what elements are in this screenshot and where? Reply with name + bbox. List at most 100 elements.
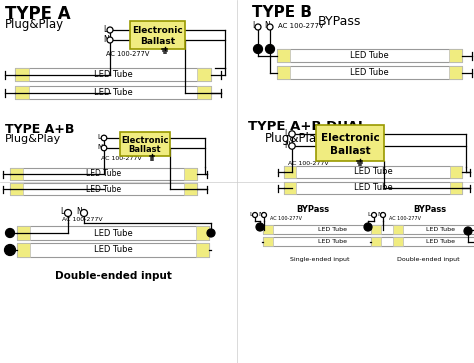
Bar — [196, 243, 209, 257]
Bar — [17, 226, 209, 240]
Circle shape — [289, 131, 295, 137]
Bar — [10, 183, 197, 195]
Text: AC 100-277V: AC 100-277V — [288, 161, 328, 166]
Text: N: N — [103, 34, 109, 44]
Text: TYPE B: TYPE B — [252, 5, 312, 20]
Bar — [130, 21, 185, 49]
Bar — [284, 166, 296, 178]
Bar — [184, 183, 197, 195]
Text: LED Tube: LED Tube — [354, 167, 392, 176]
Bar — [393, 225, 403, 234]
Text: L: L — [60, 207, 64, 216]
Circle shape — [364, 223, 372, 231]
Bar — [15, 86, 211, 99]
Text: TYPE A+B DUAL: TYPE A+B DUAL — [248, 120, 366, 133]
Bar — [449, 66, 462, 79]
Circle shape — [464, 227, 472, 235]
Bar — [10, 183, 23, 195]
Bar — [284, 182, 296, 194]
Text: BYPass: BYPass — [296, 205, 329, 214]
Bar — [10, 168, 197, 180]
Text: Ballast: Ballast — [140, 37, 175, 46]
Bar — [449, 166, 462, 178]
Text: LED Tube: LED Tube — [86, 170, 121, 179]
Text: Electronic: Electronic — [121, 136, 169, 145]
Text: LED Tube: LED Tube — [427, 239, 456, 244]
Bar — [263, 225, 403, 234]
Text: N: N — [97, 144, 102, 150]
Circle shape — [107, 27, 113, 33]
Bar — [17, 226, 30, 240]
Bar — [263, 237, 273, 246]
Bar — [17, 243, 209, 257]
Bar — [15, 68, 29, 81]
Bar — [197, 86, 211, 99]
Bar — [277, 49, 462, 62]
Text: LED Tube: LED Tube — [354, 184, 392, 192]
Text: Plug&Play: Plug&Play — [265, 132, 324, 145]
Bar — [371, 225, 381, 234]
Text: Electronic: Electronic — [320, 132, 379, 143]
Circle shape — [267, 24, 273, 30]
Bar — [449, 49, 462, 62]
Text: Double-ended input: Double-ended input — [55, 271, 172, 281]
Text: Double-ended input: Double-ended input — [397, 257, 459, 262]
Text: AC 100-277V: AC 100-277V — [270, 216, 302, 221]
Bar — [10, 168, 23, 180]
Bar — [263, 225, 273, 234]
Circle shape — [254, 45, 263, 53]
Text: AC 100-277V: AC 100-277V — [62, 217, 103, 222]
Text: TYPE A: TYPE A — [5, 5, 71, 23]
Bar — [15, 68, 211, 81]
Circle shape — [262, 212, 266, 217]
Text: N: N — [76, 207, 82, 216]
Circle shape — [81, 209, 88, 216]
Text: Ballast: Ballast — [128, 145, 161, 154]
Text: TYPE A+B: TYPE A+B — [5, 123, 74, 136]
Text: AC 100-277V: AC 100-277V — [106, 51, 149, 57]
Text: L: L — [284, 129, 288, 138]
Text: LED Tube: LED Tube — [86, 184, 121, 193]
Text: LED Tube: LED Tube — [319, 239, 347, 244]
Bar — [284, 166, 462, 178]
Circle shape — [107, 37, 113, 43]
Bar — [17, 243, 30, 257]
Text: LED Tube: LED Tube — [94, 245, 132, 254]
Circle shape — [64, 209, 72, 216]
Text: Electronic: Electronic — [132, 26, 183, 35]
Bar — [371, 225, 474, 234]
Text: BYPass: BYPass — [318, 15, 361, 28]
Circle shape — [207, 229, 215, 237]
Bar — [284, 182, 462, 194]
Circle shape — [289, 143, 295, 149]
Circle shape — [256, 223, 264, 231]
Text: AC 100-277V: AC 100-277V — [389, 216, 421, 221]
Bar — [263, 237, 403, 246]
Text: BYPass: BYPass — [413, 205, 446, 214]
Bar — [277, 49, 290, 62]
Circle shape — [255, 24, 261, 30]
Text: AC 100-277V: AC 100-277V — [101, 156, 142, 161]
Text: LED Tube: LED Tube — [94, 70, 132, 79]
Text: LED Tube: LED Tube — [319, 227, 347, 232]
Text: Ballast: Ballast — [330, 146, 370, 156]
Text: LED Tube: LED Tube — [427, 227, 456, 232]
Circle shape — [6, 228, 15, 237]
Text: LED Tube: LED Tube — [94, 228, 132, 237]
Text: Single-ended input: Single-ended input — [290, 257, 350, 262]
Text: L: L — [103, 24, 107, 33]
Text: L: L — [367, 212, 371, 216]
Bar — [371, 237, 381, 246]
Bar — [393, 237, 403, 246]
Bar — [371, 237, 474, 246]
Text: LED Tube: LED Tube — [94, 88, 132, 97]
Text: Plug&Play: Plug&Play — [5, 134, 61, 144]
Bar — [184, 168, 197, 180]
Bar — [196, 226, 209, 240]
Bar — [15, 86, 29, 99]
Text: L: L — [252, 21, 256, 30]
Text: LED Tube: LED Tube — [350, 51, 389, 60]
Bar — [120, 132, 170, 156]
Circle shape — [265, 45, 274, 53]
Text: LED Tube: LED Tube — [350, 68, 389, 77]
